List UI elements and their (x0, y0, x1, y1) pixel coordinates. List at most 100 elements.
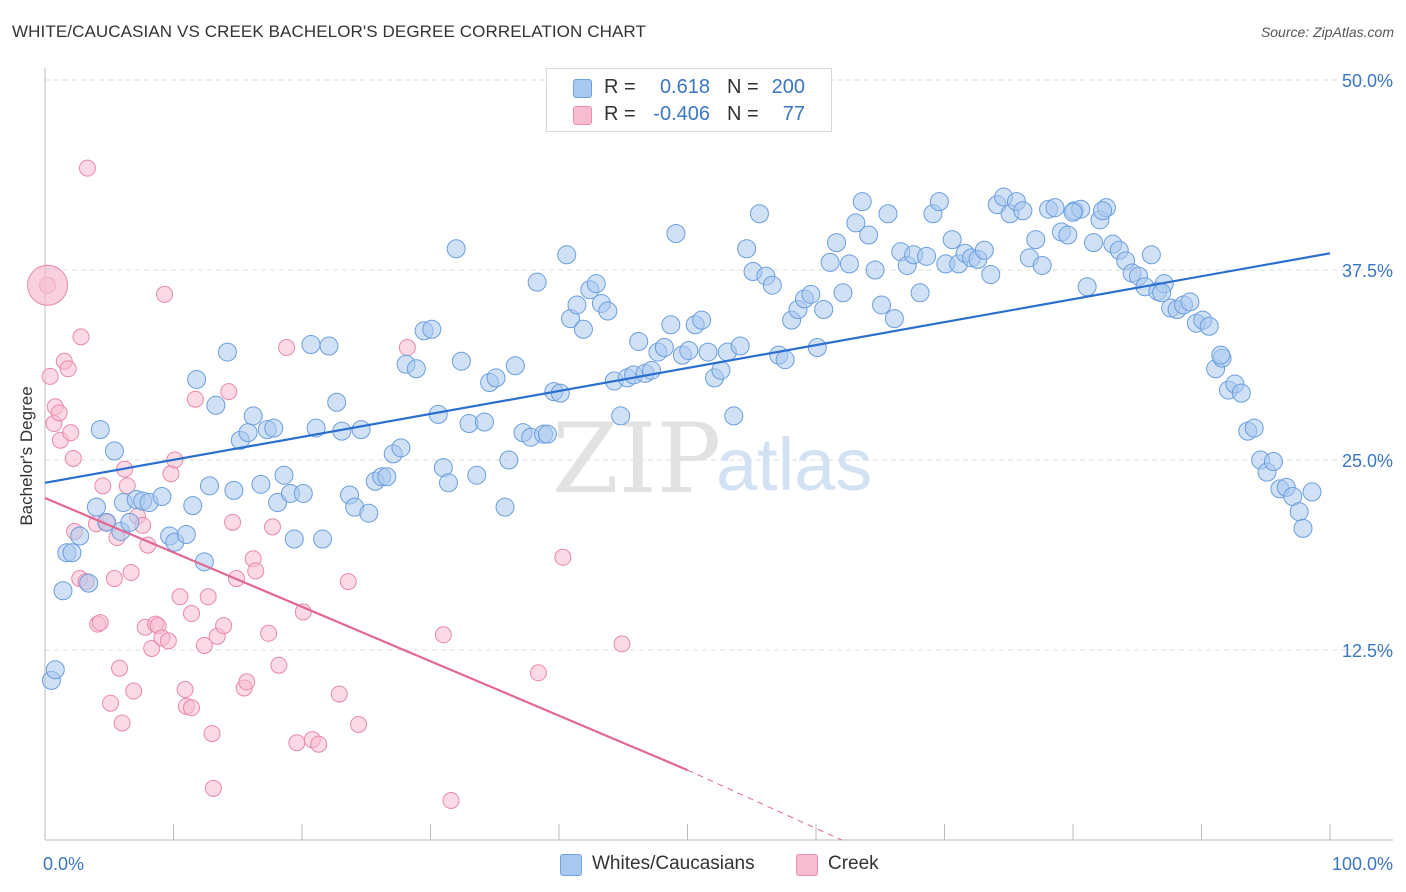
white-point (438, 473, 458, 493)
white-point (351, 420, 371, 440)
y-tick-label: 25.0% (1342, 451, 1393, 471)
legend-label-creek: Creek (828, 853, 879, 874)
legend-swatch-whites (573, 79, 592, 98)
legend-n-label: N = (727, 103, 759, 125)
white-point (238, 423, 258, 443)
white-point (90, 420, 110, 440)
white-point (199, 476, 219, 496)
white-point (183, 496, 203, 516)
white-point (666, 224, 686, 244)
white-point (274, 465, 294, 485)
white-point (224, 480, 244, 500)
white-point (243, 406, 263, 426)
y-tick-label: 50.0% (1342, 71, 1393, 91)
white-point (377, 467, 397, 487)
white-point (1180, 292, 1200, 312)
legend-r-value: 0.618 (659, 76, 710, 98)
creek-point (224, 513, 242, 531)
white-point (852, 192, 872, 212)
source-label: Source: ZipAtlas.com (1260, 24, 1394, 40)
creek-trendline-extension (687, 769, 842, 841)
white-trendline (44, 252, 1331, 484)
creek-point (113, 714, 131, 732)
creek-point (195, 636, 213, 654)
tick-labels: 12.5% 25.0% 37.5% 50.0% 0.0% 100.0% (43, 71, 1393, 874)
white-point (264, 418, 284, 438)
creek-point (529, 664, 547, 682)
white-point (86, 497, 106, 517)
white-point (1211, 345, 1231, 365)
creek-point (102, 694, 120, 712)
creek-point (62, 424, 80, 442)
white-point (846, 213, 866, 233)
series-legend: Whites/Caucasians Creek (0, 852, 1406, 878)
white-point (1231, 383, 1251, 403)
white-point (598, 301, 618, 321)
creek-point (182, 699, 200, 717)
white-point (974, 240, 994, 260)
white-point (749, 204, 769, 224)
white-point (474, 412, 494, 432)
white-point (206, 395, 226, 415)
creek-point (203, 725, 221, 743)
white-point (737, 239, 757, 259)
correlation-legend: R = 0.618 N = 200 R = -0.406 N = 77 (546, 68, 832, 132)
creek-point (182, 605, 200, 623)
y-tick-label: 37.5% (1342, 261, 1393, 281)
white-point (801, 284, 821, 304)
creek-point (50, 404, 68, 422)
creek-point (125, 682, 143, 700)
white-point (45, 660, 65, 680)
creek-point (263, 518, 281, 536)
creek-point (186, 390, 204, 408)
white-point (827, 233, 847, 253)
legend-row-whites: R = 0.618 N = 200 (547, 74, 831, 100)
white-point (910, 283, 930, 303)
white-points (41, 187, 1322, 690)
white-point (550, 383, 570, 403)
legend-r-label: R = (604, 103, 636, 125)
white-point (775, 350, 795, 370)
chart-title: WHITE/CAUCASIAN VS CREEK BACHELOR'S DEGR… (12, 22, 646, 41)
creek-point (171, 588, 189, 606)
white-point (495, 497, 515, 517)
creek-points (27, 159, 631, 809)
creek-point (278, 339, 296, 357)
white-point (557, 245, 577, 265)
creek-point (64, 449, 82, 467)
creek-point (613, 635, 631, 653)
white-point (981, 265, 1001, 285)
white-point (319, 336, 339, 356)
white-point (1077, 277, 1097, 297)
white-point (1293, 518, 1313, 538)
creek-point (156, 285, 174, 303)
creek-point (59, 360, 77, 378)
white-point (917, 246, 937, 266)
creek-point (41, 367, 59, 385)
creek-point (176, 681, 194, 699)
y-tick-label: 12.5% (1342, 641, 1393, 661)
white-point (724, 406, 744, 426)
white-point (152, 486, 172, 506)
white-point (451, 351, 471, 371)
white-point (446, 239, 466, 259)
white-point (859, 225, 879, 245)
creek-point (122, 563, 140, 581)
white-point (391, 438, 411, 458)
white-point (1063, 202, 1083, 222)
creek-point (118, 477, 136, 495)
creek-point (72, 328, 90, 346)
legend-swatch-whites (560, 854, 582, 876)
white-point (422, 319, 442, 339)
white-point (942, 230, 962, 250)
white-point (1244, 418, 1264, 438)
creek-point (270, 656, 288, 674)
legend-row-creek: R = -0.406 N = 77 (547, 101, 831, 127)
white-point (62, 543, 82, 563)
legend-swatch-creek (573, 106, 592, 125)
creek-point (199, 588, 217, 606)
creek-point (310, 735, 328, 753)
creek-point (78, 159, 96, 177)
white-point (406, 359, 426, 379)
